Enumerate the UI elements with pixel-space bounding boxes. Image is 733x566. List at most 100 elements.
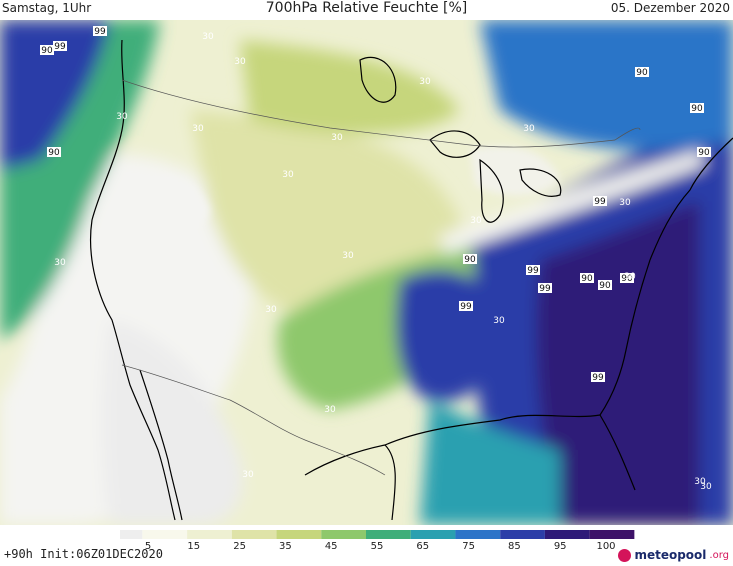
colorbar-tick-label: 65 (416, 541, 430, 552)
contour-label: 30 (116, 112, 128, 122)
contour-label: 99 (460, 302, 472, 312)
east-coastline (649, 137, 733, 261)
colorbar-swatch (276, 530, 322, 539)
hudson-bay (359, 56, 397, 103)
colorbar-tick-label: 95 (553, 541, 567, 552)
contour-label-bg (40, 45, 54, 55)
field-olive-north (240, 40, 460, 134)
contour-label: 30 (624, 272, 636, 282)
colorbar-swatch (142, 530, 188, 539)
contour-label-bg (538, 283, 552, 293)
forecast-date: 05. Dezember 2020 (610, 1, 730, 15)
contour-label-bg (526, 265, 540, 275)
contour-label: 30 (619, 198, 631, 208)
colorbar-tick-label: 15 (187, 541, 201, 552)
contour-label: 99 (54, 42, 66, 52)
colorbar-swatch (321, 530, 366, 539)
field-pacific-nw (0, 20, 110, 170)
contour-label: 90 (464, 255, 476, 265)
contour-label-bg (690, 103, 704, 113)
field-dry-sw (102, 320, 243, 525)
colorbar (120, 530, 635, 539)
contour-label-bg (635, 67, 649, 77)
coastlines (89, 39, 733, 521)
colorbar-swatch (120, 530, 143, 539)
logo-icon (618, 548, 632, 562)
map-title: 700hPa Relative Feuchte [%] (265, 0, 468, 16)
contour-label: 99 (527, 266, 539, 276)
gulf-coastline (384, 414, 636, 491)
contour-label: 90 (621, 274, 633, 284)
meteopool-logo: meteopool .org (618, 548, 729, 562)
contour-label-bg (593, 196, 607, 206)
field-dry-streak (440, 150, 705, 255)
field-cyclone (396, 270, 501, 402)
florida-coastline (599, 259, 651, 416)
contour-label: 99 (594, 197, 606, 207)
footer: 5 15 25 35 45 55 65 75 85 95 100 +90h Init:06Z01DE… (0, 525, 733, 566)
contour-label: 99 (94, 27, 106, 37)
contour-label-bg (598, 280, 612, 290)
contour-label-bg (697, 147, 711, 157)
field-white-plains (140, 176, 210, 244)
init-time: +90h Init:06Z01DEC2020 (4, 547, 163, 561)
contour-label: 30 (331, 133, 343, 143)
colorbar-tick-label: 55 (370, 541, 384, 552)
colorbar-tick-label: 25 (233, 541, 246, 552)
contour-label-bg (580, 273, 594, 283)
west-coastline (89, 39, 176, 521)
contour-label: 30 (202, 32, 214, 42)
colorbar-tick-label: 35 (279, 541, 292, 552)
contour-label: 30 (470, 216, 482, 226)
colorbar-swatch (455, 530, 501, 539)
us-canada-border (121, 79, 641, 148)
contour-label: 30 (342, 251, 354, 261)
logo-text: meteopool (634, 548, 707, 562)
contour-label: 90 (41, 46, 53, 56)
colorbar-tick-label: 5 (144, 541, 152, 552)
contour-label: 30 (700, 482, 712, 492)
contour-label: 30 (493, 316, 505, 326)
contour-label: 30 (523, 124, 535, 134)
us-mexico-border (121, 364, 386, 476)
contour-label: 30 (234, 57, 246, 67)
great-lakes (429, 130, 562, 223)
contour-label: 90 (698, 148, 710, 158)
contour-label: 30 (419, 77, 431, 87)
colorbar-swatch (410, 530, 456, 539)
contour-label: 30 (324, 405, 336, 415)
colorbar-tick-label: 85 (508, 541, 521, 552)
colorbar-tick-label: 45 (324, 541, 338, 552)
contour-label: 90 (599, 281, 611, 291)
borders (121, 79, 641, 476)
colorbar-swatch (231, 530, 277, 539)
contour-label: 90 (581, 274, 593, 284)
contour-label-bg (463, 254, 477, 264)
colorbar-tick-label: 75 (462, 541, 475, 552)
colorbar-swatch (589, 530, 635, 539)
field-lakes-dry (470, 146, 560, 196)
field-east-core (536, 200, 700, 525)
contour-label: 30 (242, 470, 254, 480)
contour-label-bg (47, 147, 61, 157)
forecast-time: Samstag, 1Uhr (2, 1, 92, 15)
contour-label: 90 (48, 148, 60, 158)
contour-label: 30 (694, 477, 706, 487)
field-gulf (420, 400, 560, 525)
contour-label: 30 (54, 258, 66, 268)
logo-tld: .org (709, 549, 729, 561)
contour-label-bg (620, 273, 634, 283)
contour-label: 90 (636, 68, 648, 78)
contour-label-bg (591, 372, 605, 382)
contour-label: 30 (192, 124, 204, 134)
field-quebec (480, 20, 733, 150)
contour-label: 90 (691, 104, 703, 114)
contour-label: 99 (592, 373, 604, 383)
contour-label: 99 (539, 284, 551, 294)
colorbar-swatch (187, 530, 232, 539)
contour-label-bg (53, 41, 67, 51)
colorbar-tick-label: 100 (596, 541, 616, 552)
colorbar-swatch (500, 530, 545, 539)
